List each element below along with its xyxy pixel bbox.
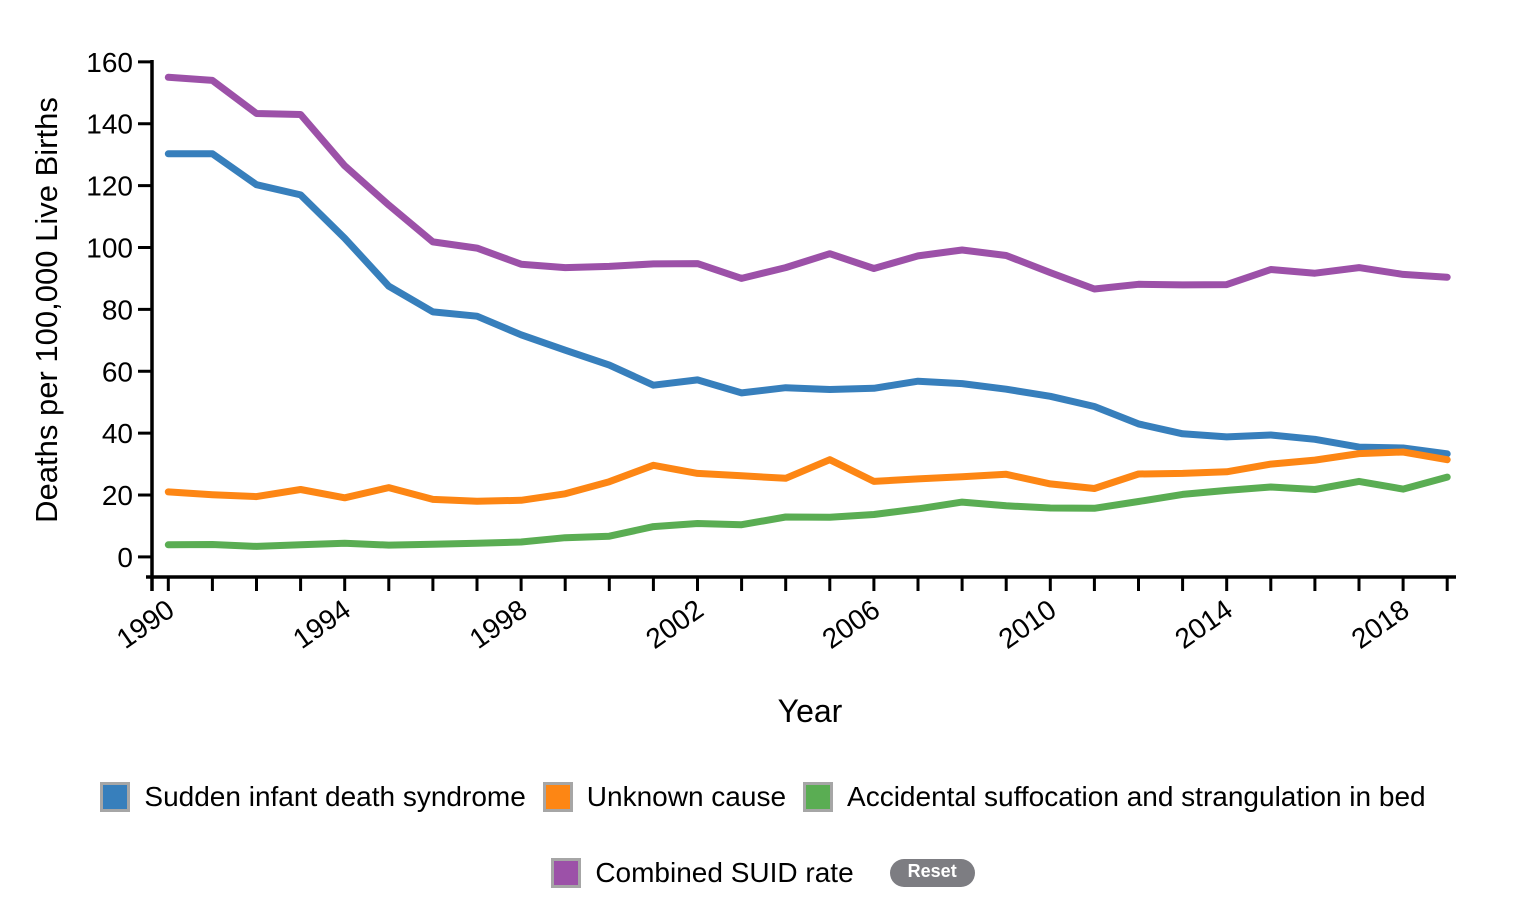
legend-swatch-accidental-suffocation-and-strangulation-in-bed xyxy=(803,782,834,812)
series-line-combined-suid-rate xyxy=(164,73,1451,293)
series-line-accidental-suffocation-and-strangulation-in-bed xyxy=(164,473,1451,550)
axes: 0 20 40 60 80 100 120 140 160 1990 1994 1998 2002 200… xyxy=(86,47,1456,655)
x-tick-label: 1998 xyxy=(464,594,533,655)
y-tick-label: 140 xyxy=(86,109,133,140)
y-tick-label: 80 xyxy=(102,294,133,325)
x-tick-label: 2018 xyxy=(1346,594,1415,655)
y-axis-title: Deaths per 100,000 Live Births xyxy=(29,97,64,523)
x-tick-label: 1990 xyxy=(111,594,180,655)
y-tick-label: 20 xyxy=(102,480,133,511)
legend-item-unknown-cause[interactable]: Unknown cause xyxy=(542,781,787,813)
legend-label-unknown-cause: Unknown cause xyxy=(586,781,787,812)
y-tick-label: 60 xyxy=(102,356,133,387)
chart-legend: Sudden infant death syndrome Unknown caus… xyxy=(0,781,1526,889)
y-tick-label: 40 xyxy=(102,418,133,449)
y-tick-label: 160 xyxy=(86,47,133,78)
legend-item-combined-suid-rate[interactable]: Combined SUID rate xyxy=(551,857,854,889)
legend-row-primary: Sudden infant death syndrome Unknown caus… xyxy=(100,781,1426,813)
x-tick-label: 2014 xyxy=(1169,594,1238,655)
legend-label-combined-suid-rate: Combined SUID rate xyxy=(595,857,854,888)
legend-row-secondary: Combined SUID rate Reset xyxy=(551,857,975,889)
legend-swatch-sudden-infant-death-syndrome xyxy=(100,782,131,812)
y-tick-label: 100 xyxy=(86,233,133,264)
legend-item-sudden-infant-death-syndrome[interactable]: Sudden infant death syndrome xyxy=(100,781,526,813)
reset-button[interactable]: Reset xyxy=(889,859,975,887)
suid-trends-line-chart: 0 20 40 60 80 100 120 140 160 1990 1994 1998 2002 200… xyxy=(29,47,1456,729)
legend-swatch-combined-suid-rate xyxy=(551,858,582,888)
y-tick-label: 120 xyxy=(86,171,133,202)
x-tick-label: 1994 xyxy=(287,594,356,655)
x-axis-title: Year xyxy=(778,693,843,729)
data-lines xyxy=(164,73,1451,550)
series-line-sudden-infant-death-syndrome xyxy=(164,150,1451,458)
legend-label-sudden-infant-death-syndrome: Sudden infant death syndrome xyxy=(144,781,526,812)
legend-swatch-unknown-cause xyxy=(542,782,573,812)
x-tick-label: 2006 xyxy=(817,594,886,655)
legend-item-accidental-suffocation-and-strangulation-in-bed[interactable]: Accidental suffocation and strangulation… xyxy=(803,781,1426,813)
series-line-unknown-cause xyxy=(164,448,1451,505)
x-tick-label: 2010 xyxy=(993,594,1062,655)
legend-label-accidental-suffocation-and-strangulation-in-bed: Accidental suffocation and strangulation… xyxy=(847,781,1426,812)
x-tick-label: 2002 xyxy=(640,594,709,655)
y-tick-label: 0 xyxy=(117,542,133,573)
